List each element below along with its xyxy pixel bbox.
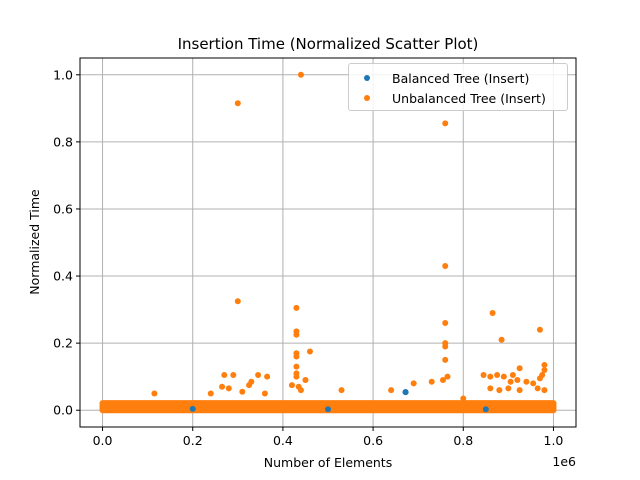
legend-item-unbalanced: Unbalanced Tree (Insert) (349, 88, 546, 108)
unbalanced-point (306, 348, 313, 355)
y-axis-label: Normalized Time (27, 189, 42, 295)
unbalanced-point (541, 361, 548, 368)
legend-marker-icon (364, 75, 370, 81)
legend-marker-icon (364, 95, 370, 101)
unbalanced-point (442, 356, 449, 363)
legend-label-unbalanced: Unbalanced Tree (Insert) (392, 90, 546, 106)
unbalanced-point (541, 387, 548, 394)
unbalanced-point (442, 262, 449, 269)
unbalanced-point (530, 380, 537, 387)
balanced-point (402, 389, 409, 396)
x-tick-label: 0.0 (93, 433, 113, 448)
unbalanced-point (523, 378, 530, 385)
plot-background (80, 58, 576, 427)
unbalanced-point (536, 326, 543, 333)
unbalanced-point (151, 390, 158, 397)
unbalanced-point (234, 298, 241, 305)
unbalanced-point (536, 375, 543, 382)
unbalanced-point (442, 120, 449, 127)
unbalanced-point (442, 320, 449, 327)
unbalanced-point (207, 390, 214, 397)
unbalanced-point (500, 373, 507, 380)
x-tick-label: 0.2 (183, 433, 203, 448)
unbalanced-point (439, 377, 446, 384)
y-tick-label: 0.4 (53, 269, 73, 284)
unbalanced-point (293, 331, 300, 338)
y-tick-label: 0.2 (53, 336, 73, 351)
x-tick-label: 0.6 (363, 433, 383, 448)
balanced-point (325, 406, 331, 413)
unbalanced-point (388, 387, 395, 394)
unbalanced-point (487, 385, 494, 392)
unbalanced-point (496, 387, 503, 394)
unbalanced-point (246, 382, 253, 389)
unbalanced-point (487, 373, 494, 380)
unbalanced-point (261, 390, 268, 397)
legend-item-balanced: Balanced Tree (Insert) (349, 68, 529, 88)
unbalanced-point (255, 372, 262, 379)
chart-title: Insertion Time (Normalized Scatter Plot) (178, 35, 479, 53)
unbalanced-point (541, 366, 548, 373)
balanced-point (189, 405, 196, 412)
unbalanced-point (293, 373, 300, 380)
unbalanced-point (460, 395, 467, 402)
unbalanced-point (288, 382, 295, 389)
unbalanced-point (293, 353, 300, 360)
x-axis-label: Number of Elements (264, 455, 392, 470)
unbalanced-point (514, 377, 521, 384)
x-axis-offset-label: 1e6 (552, 454, 576, 469)
unbalanced-point (509, 372, 516, 379)
unbalanced-point (516, 387, 523, 394)
unbalanced-point (498, 336, 505, 343)
unbalanced-point (264, 373, 271, 380)
unbalanced-point (442, 343, 449, 350)
unbalanced-point (428, 378, 435, 385)
unbalanced-point (221, 372, 228, 379)
x-tick-label: 0.4 (273, 433, 293, 448)
unbalanced-point (230, 372, 237, 379)
unbalanced-point (480, 372, 487, 379)
unbalanced-point (297, 387, 304, 394)
balanced-point (482, 406, 489, 413)
unbalanced-point (239, 388, 246, 395)
unbalanced-point (297, 71, 304, 78)
unbalanced-point (293, 363, 300, 370)
axis-ticks: 0.0 0.2 0.4 0.6 0.8 1.0 0.0 0.2 0.4 0.6 0.8 1.0 (53, 67, 563, 448)
unbalanced-point (234, 100, 241, 107)
y-tick-label: 0.6 (53, 201, 73, 216)
legend: Balanced Tree (Insert) Unbalanced Tree (… (348, 63, 568, 111)
unbalanced-point (219, 383, 226, 390)
x-tick-label: 1.0 (544, 433, 564, 448)
unbalanced-point (505, 385, 512, 392)
unbalanced-point (494, 372, 501, 379)
unbalanced-point (410, 380, 417, 387)
y-tick-label: 1.0 (53, 67, 73, 82)
unbalanced-point (338, 387, 345, 394)
y-tick-label: 0.8 (53, 134, 73, 149)
grid (80, 58, 576, 427)
legend-label-balanced: Balanced Tree (Insert) (392, 70, 530, 86)
unbalanced-point (444, 373, 451, 380)
unbalanced-point (516, 365, 523, 372)
points (151, 71, 548, 413)
unbalanced-point (293, 304, 300, 311)
plot-frame (79, 57, 577, 428)
unbalanced-point (302, 377, 309, 384)
unbalanced-point (225, 385, 232, 392)
unbalanced-point (534, 385, 541, 392)
y-tick-label: 0.0 (53, 403, 73, 418)
unbalanced-point (507, 378, 514, 385)
unbalanced-point (489, 309, 496, 316)
x-tick-label: 0.8 (453, 433, 473, 448)
